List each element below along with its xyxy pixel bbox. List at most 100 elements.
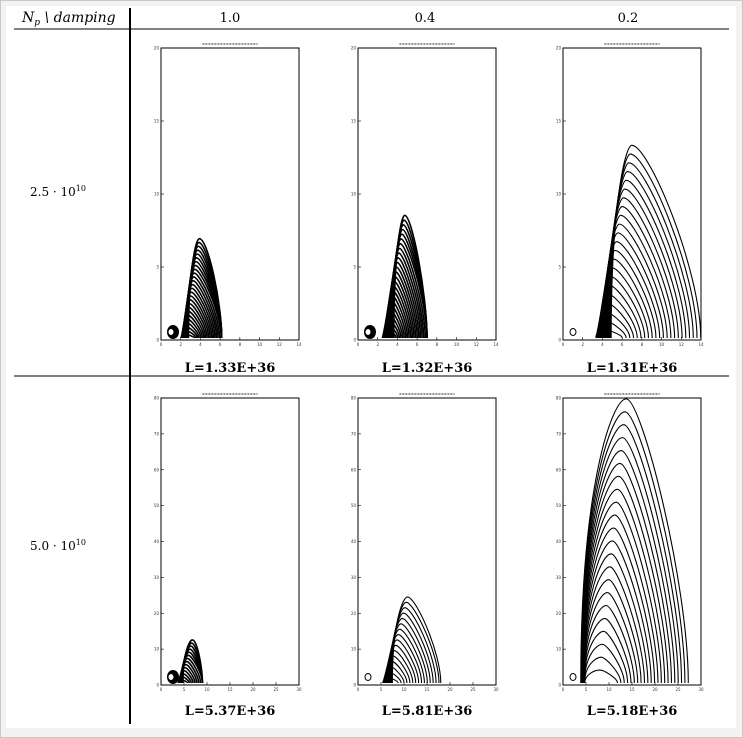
x-tick-label: 10 <box>401 687 407 692</box>
header-corner-label: Np \ damping <box>21 10 116 28</box>
contour-line <box>392 214 428 339</box>
contour-line <box>610 144 702 339</box>
y-tick-label: 10 <box>556 647 562 652</box>
luminosity-label: L=1.31E+36 <box>587 361 678 376</box>
luminosity-label: L=5.37E+36 <box>185 704 276 719</box>
contour-line <box>582 566 646 684</box>
x-tick-label: 20 <box>652 687 658 692</box>
contour-line <box>187 237 223 339</box>
row-label-2: 5.0 · 1010 <box>30 538 86 553</box>
y-tick-label: 20 <box>154 46 160 51</box>
plot-frame <box>160 47 300 341</box>
y-tick-label: 30 <box>154 575 160 580</box>
contour-panel-r2-c2: 0 5 10 15 20 25 30 0 10 20 30 40 50 60 70 80 L=5.81E+36 <box>351 393 499 719</box>
contour-center <box>364 673 372 681</box>
y-tick-label: 0 <box>353 338 356 343</box>
y-tick-label: 70 <box>556 431 562 436</box>
plot-frame <box>357 397 497 686</box>
y-tick-label: 10 <box>351 192 357 197</box>
contour-line <box>580 398 689 684</box>
x-tick-label: 12 <box>277 342 283 347</box>
y-tick-label: 60 <box>154 467 160 472</box>
y-tick-label: 60 <box>351 467 357 472</box>
contour-line <box>583 630 629 684</box>
y-tick-label: 80 <box>351 396 357 401</box>
column-header-damping-3: 0.2 <box>618 11 639 26</box>
contour-line <box>583 604 635 684</box>
y-tick-label: 10 <box>154 647 160 652</box>
y-tick-label: 70 <box>154 431 160 436</box>
y-tick-label: 5 <box>558 265 561 270</box>
contour-line <box>581 488 666 684</box>
x-tick-label: 25 <box>470 687 476 692</box>
x-tick-label: 8 <box>239 342 242 347</box>
contour-center <box>569 673 577 681</box>
x-tick-label: 2 <box>376 342 379 347</box>
contour-line <box>182 639 204 684</box>
contour-center <box>569 328 577 336</box>
y-tick-label: 80 <box>556 396 562 401</box>
y-tick-label: 20 <box>556 611 562 616</box>
contour-panel-r2-c1: 0 5 10 15 20 25 30 0 10 20 30 40 50 60 70 80 L=5.37E+36 <box>154 393 302 719</box>
x-tick-label: 15 <box>629 687 635 692</box>
y-tick-label: 20 <box>351 611 357 616</box>
x-tick-label: 25 <box>273 687 279 692</box>
luminosity-label: L=1.33E+36 <box>185 361 276 376</box>
x-tick-label: 10 <box>204 687 210 692</box>
contour-line <box>584 656 622 684</box>
x-tick-label: 0 <box>357 342 360 347</box>
x-tick-label: 0 <box>357 687 360 692</box>
y-tick-label: 20 <box>154 611 160 616</box>
y-tick-label: 50 <box>154 503 160 508</box>
x-tick-label: 4 <box>396 342 399 347</box>
y-tick-label: 20 <box>351 46 357 51</box>
x-tick-label: 10 <box>454 342 460 347</box>
contour-line <box>580 437 679 684</box>
x-tick-label: 5 <box>380 687 383 692</box>
y-tick-label: 40 <box>154 539 160 544</box>
x-tick-label: 12 <box>474 342 480 347</box>
x-tick-label: 14 <box>296 342 302 347</box>
contour-line <box>582 527 656 684</box>
contour-center <box>167 328 175 336</box>
x-tick-label: 2 <box>581 342 584 347</box>
y-tick-label: 50 <box>351 503 357 508</box>
y-tick-label: 60 <box>556 467 562 472</box>
y-tick-label: 20 <box>556 46 562 51</box>
contour-line <box>581 475 669 684</box>
y-tick-label: 0 <box>156 338 159 343</box>
y-tick-label: 10 <box>154 192 160 197</box>
luminosity-label: L=5.18E+36 <box>587 704 678 719</box>
luminosity-label: L=5.81E+36 <box>382 704 473 719</box>
x-tick-label: 14 <box>493 342 499 347</box>
x-tick-label: 30 <box>493 687 499 692</box>
y-tick-label: 30 <box>351 575 357 580</box>
x-tick-label: 15 <box>227 687 233 692</box>
contour-panel-r1-c3: 0 2 4 6 8 10 12 14 0 5 10 15 20 L=1.31E+36 <box>556 43 704 376</box>
y-tick-label: 40 <box>351 539 357 544</box>
x-tick-label: 30 <box>296 687 302 692</box>
x-tick-label: 6 <box>416 342 419 347</box>
y-tick-label: 5 <box>353 265 356 270</box>
y-tick-label: 10 <box>351 647 357 652</box>
contour-line <box>581 501 662 684</box>
x-tick-label: 30 <box>698 687 704 692</box>
contour-line <box>581 449 676 684</box>
column-header-damping-2: 0.4 <box>415 11 436 26</box>
x-tick-label: 12 <box>679 342 685 347</box>
contour-line <box>581 514 659 684</box>
y-tick-label: 0 <box>558 338 561 343</box>
x-tick-label: 8 <box>436 342 439 347</box>
contour-line <box>583 592 639 684</box>
x-tick-label: 0 <box>160 342 163 347</box>
x-tick-label: 6 <box>219 342 222 347</box>
contour-line <box>582 553 649 684</box>
x-tick-label: 4 <box>601 342 604 347</box>
x-tick-label: 10 <box>659 342 665 347</box>
contour-line <box>391 596 442 684</box>
x-tick-label: 14 <box>698 342 704 347</box>
x-tick-label: 4 <box>199 342 202 347</box>
contour-line <box>583 643 625 684</box>
y-tick-label: 50 <box>556 503 562 508</box>
